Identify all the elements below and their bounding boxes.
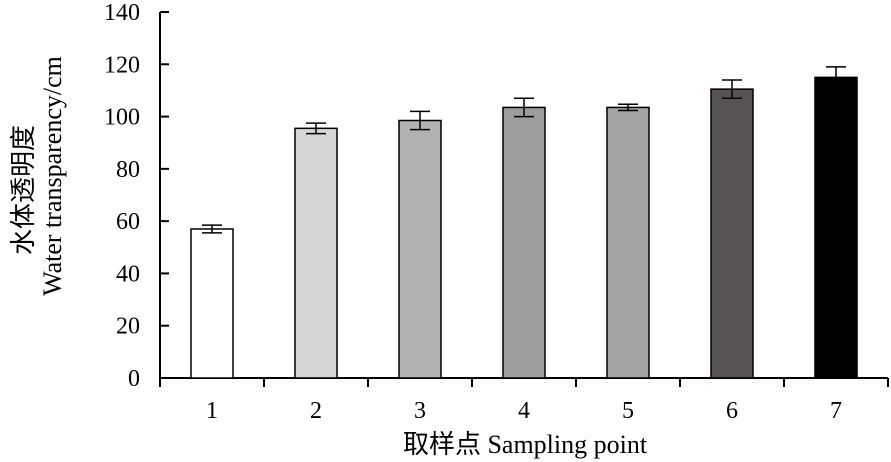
x-tick-label: 3	[414, 398, 426, 424]
y-axis-title-chinese: 水体透明度	[9, 125, 38, 255]
y-tick-label: 80	[116, 157, 140, 183]
y-tick-label: 20	[116, 314, 140, 340]
error-bars	[202, 66, 846, 234]
bars	[190, 76, 858, 379]
x-tick-label: 1	[206, 398, 218, 424]
bar-3	[398, 119, 442, 379]
x-axis: 1 2 3 4 5 6 7	[159, 377, 889, 424]
bar-6	[710, 88, 754, 379]
x-tick-label: 6	[726, 398, 738, 424]
bar-2	[294, 127, 338, 379]
y-tick-label: 120	[104, 52, 140, 78]
bar-5	[606, 106, 650, 379]
y-tick-label: 100	[104, 105, 140, 131]
y-tick-label: 60	[116, 209, 140, 235]
x-tick-label: 2	[310, 398, 322, 424]
y-axis-title-english: Water transparency/cm	[38, 56, 67, 296]
bar-4	[502, 106, 546, 379]
bar-1	[190, 228, 234, 379]
x-tick-label: 4	[518, 398, 530, 424]
y-tick-label: 0	[128, 366, 140, 392]
x-tick-label: 5	[622, 398, 634, 424]
bar-7	[814, 76, 858, 379]
x-axis-title: 取样点 Sampling point	[403, 430, 648, 459]
y-tick-label: 40	[116, 261, 140, 287]
y-tick-label: 140	[104, 0, 140, 26]
x-tick-label: 7	[830, 398, 842, 424]
y-axis: 0 20 40 60 80 100 120 140	[104, 0, 169, 392]
